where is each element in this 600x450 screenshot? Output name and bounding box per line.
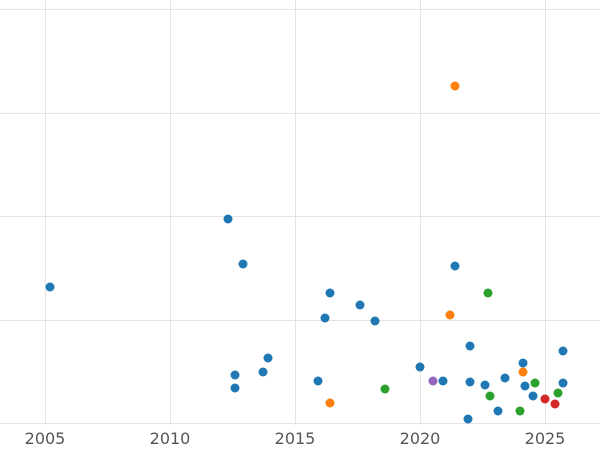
- scatter-point-series-red: [550, 399, 560, 409]
- gridline-horizontal: [0, 9, 600, 10]
- scatter-point-series-purple: [428, 376, 437, 386]
- scatter-point-series-blue: [230, 383, 240, 393]
- scatter-point-series-blue: [558, 378, 567, 388]
- scatter-point-series-red: [540, 394, 550, 404]
- scatter-point-series-blue: [45, 282, 55, 292]
- scatter-point-series-blue: [223, 214, 232, 224]
- scatter-point-series-blue: [325, 288, 335, 298]
- scatter-point-series-blue: [463, 414, 472, 424]
- scatter-point-series-blue: [480, 380, 490, 390]
- gridline-vertical: [545, 0, 546, 425]
- scatter-point-series-blue: [438, 376, 447, 386]
- x-tick-label: 2005: [24, 429, 66, 448]
- scatter-point-series-green: [485, 391, 495, 401]
- gridline-vertical: [420, 0, 421, 425]
- scatter-point-series-blue: [313, 376, 322, 386]
- gridline-horizontal: [0, 423, 600, 424]
- gridline-horizontal: [0, 319, 600, 321]
- scatter-point-series-orange: [450, 81, 460, 91]
- scatter-point-series-blue: [230, 370, 240, 380]
- scatter-point-series-blue: [370, 316, 380, 326]
- x-tick-label: 2025: [524, 429, 566, 448]
- scatter-point-series-blue: [465, 377, 475, 387]
- scatter-point-series-blue: [258, 367, 267, 377]
- scatter-point-series-green: [530, 378, 540, 388]
- scatter-point-series-orange: [445, 310, 455, 320]
- scatter-point-series-blue: [528, 391, 537, 401]
- scatter-point-series-blue: [450, 261, 460, 271]
- gridline-vertical: [295, 0, 296, 425]
- scatter-point-series-blue: [518, 358, 527, 368]
- scatter-point-series-blue: [263, 353, 272, 363]
- scatter-point-series-blue: [520, 381, 530, 391]
- scatter-point-series-orange: [518, 367, 527, 377]
- scatter-point-series-green: [483, 288, 492, 298]
- gridline-horizontal: [0, 216, 600, 217]
- gridline-vertical: [45, 0, 46, 425]
- scatter-point-series-blue: [558, 346, 567, 356]
- scatter-point-series-green: [515, 406, 525, 416]
- scatter-point-series-green: [553, 388, 562, 398]
- x-tick-label: 2020: [399, 429, 441, 448]
- gridline-vertical: [170, 0, 171, 425]
- scatter-point-series-blue: [238, 259, 247, 269]
- scatter-point-series-blue: [355, 300, 365, 310]
- scatter-point-series-blue: [465, 341, 475, 351]
- scatter-point-series-blue: [500, 373, 510, 383]
- x-tick-label: 2015: [274, 429, 316, 448]
- scatter-point-series-orange: [325, 398, 335, 408]
- scatter-point-series-blue: [415, 362, 425, 372]
- scatter-point-series-green: [380, 384, 390, 394]
- scatter-point-series-blue: [320, 313, 330, 323]
- gridline-horizontal: [0, 112, 600, 114]
- x-tick-label: 2010: [149, 429, 191, 448]
- scatter-point-series-blue: [493, 406, 502, 416]
